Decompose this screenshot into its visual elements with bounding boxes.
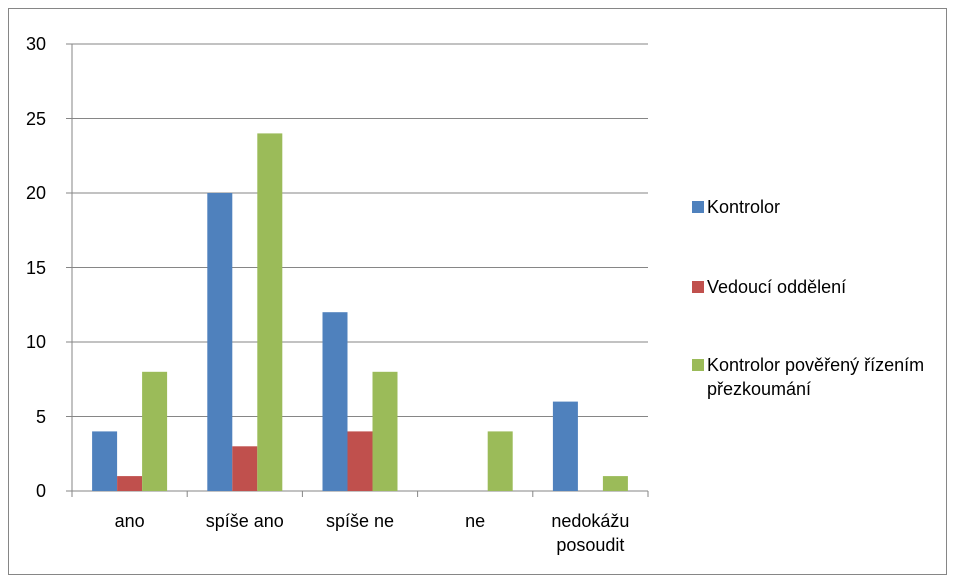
bar: [117, 476, 143, 491]
bar: [92, 431, 118, 491]
legend-swatch: [692, 281, 704, 293]
y-tick-label: 30: [25, 34, 46, 54]
legend-label: Vedoucí oddělení: [707, 277, 847, 297]
x-tick-label: nedokážu posoudit: [551, 511, 630, 555]
x-tick-label: ne: [465, 511, 486, 531]
bar: [322, 312, 348, 491]
x-tick-label: spíše ano: [205, 511, 284, 531]
x-tick-label: ano: [114, 511, 145, 531]
bar: [552, 401, 578, 491]
y-tick-label: 25: [25, 108, 46, 129]
y-tick-label: 0: [35, 481, 46, 501]
bar: [257, 133, 283, 491]
y-tick-label: 20: [25, 183, 46, 203]
x-tick-label: spíše ne: [325, 511, 395, 531]
legend-label: Kontrolor: [707, 197, 781, 217]
legend-label: Kontrolor pověřený řízením přezkoumání: [707, 355, 925, 399]
bar: [602, 476, 628, 491]
bar: [487, 431, 513, 491]
y-tick-label: 5: [35, 406, 46, 427]
bar: [232, 446, 258, 491]
bar: [372, 371, 398, 491]
legend-swatch: [692, 201, 704, 213]
bar: [347, 431, 373, 491]
legend-swatch: [692, 359, 704, 371]
y-tick-label: 10: [25, 332, 46, 352]
y-tick-label: 15: [25, 257, 46, 278]
bar: [207, 193, 233, 491]
bar: [142, 371, 168, 491]
